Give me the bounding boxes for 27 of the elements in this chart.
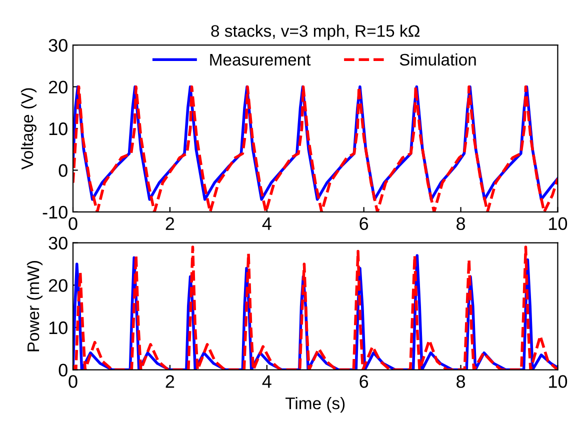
y-tick-label: 10	[49, 122, 68, 136]
legend-label: Measurement	[210, 54, 311, 66]
y-axis-title: Power (mW)	[26, 261, 42, 352]
y-tick-label: 10	[49, 321, 68, 334]
x-tick-label: 0	[68, 217, 78, 230]
legend-label: Simulation	[400, 53, 476, 66]
x-tick-label: 10	[549, 375, 568, 388]
y-tick-label: 30	[48, 38, 68, 52]
x-axis-title: Time (s)	[286, 397, 345, 413]
y-tick-label: 0	[58, 364, 68, 377]
x-tick-label: 4	[262, 375, 272, 388]
x-tick-label: 8	[456, 217, 466, 230]
x-tick-label: 10	[549, 217, 568, 230]
x-tick-label: 2	[166, 217, 174, 230]
y-tick-label: 30	[48, 236, 68, 250]
chart-title: 8 stacks, v=3 mph, R=15 kΩ	[211, 24, 420, 40]
y-tick-label: 20	[48, 80, 68, 94]
y-tick-label: 0	[58, 164, 68, 177]
y-tick-label: 20	[48, 279, 68, 292]
x-tick-label: 6	[360, 217, 368, 230]
x-tick-label: 4	[262, 217, 272, 230]
x-tick-label: 6	[360, 375, 368, 388]
y-tick-label: -10	[42, 206, 68, 219]
x-tick-label: 0	[68, 375, 78, 388]
x-tick-label: 2	[166, 375, 174, 388]
x-tick-label: 8	[456, 375, 466, 388]
y-axis-title: Voltage (V)	[20, 88, 36, 170]
